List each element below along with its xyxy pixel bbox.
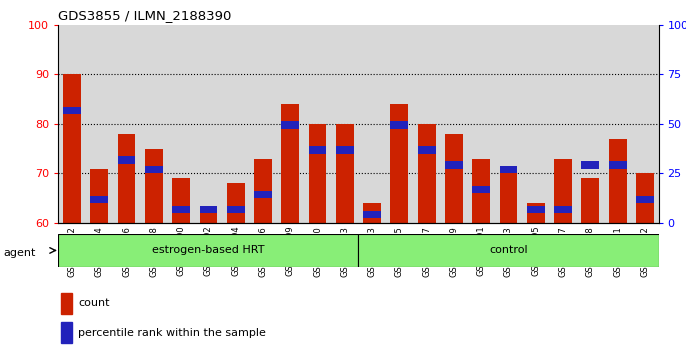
Text: percentile rank within the sample: percentile rank within the sample bbox=[78, 327, 266, 338]
Bar bbox=[249, 25, 276, 223]
Bar bbox=[413, 25, 440, 223]
Bar bbox=[331, 25, 358, 223]
Bar bbox=[582, 161, 599, 169]
Bar bbox=[61, 293, 72, 314]
Bar bbox=[418, 124, 436, 223]
Text: estrogen-based HRT: estrogen-based HRT bbox=[152, 245, 265, 256]
Bar bbox=[549, 25, 577, 223]
Bar bbox=[309, 146, 327, 154]
Bar bbox=[636, 196, 654, 203]
Bar bbox=[386, 25, 413, 223]
Bar bbox=[254, 159, 272, 223]
Bar bbox=[445, 134, 463, 223]
Bar bbox=[254, 191, 272, 198]
Bar bbox=[554, 159, 572, 223]
Bar bbox=[195, 25, 222, 223]
Bar bbox=[608, 161, 626, 169]
Bar bbox=[499, 166, 517, 173]
Bar bbox=[118, 134, 135, 223]
Bar bbox=[140, 25, 167, 223]
Bar bbox=[468, 25, 495, 223]
Bar bbox=[58, 25, 86, 223]
Bar bbox=[527, 203, 545, 223]
Bar bbox=[118, 156, 135, 164]
Bar bbox=[636, 173, 654, 223]
Bar bbox=[363, 211, 381, 218]
Bar bbox=[281, 121, 299, 129]
Bar bbox=[281, 104, 299, 223]
Bar bbox=[200, 208, 217, 223]
Bar bbox=[499, 169, 517, 223]
Text: agent: agent bbox=[3, 248, 36, 258]
Bar bbox=[61, 322, 72, 343]
Bar bbox=[304, 25, 331, 223]
Bar bbox=[473, 159, 490, 223]
Bar bbox=[445, 161, 463, 169]
Text: count: count bbox=[78, 298, 110, 308]
Bar bbox=[145, 149, 163, 223]
Bar bbox=[604, 25, 631, 223]
Bar bbox=[63, 74, 81, 223]
Bar bbox=[227, 206, 244, 213]
Bar bbox=[309, 124, 327, 223]
Bar bbox=[554, 206, 572, 213]
Text: GDS3855 / ILMN_2188390: GDS3855 / ILMN_2188390 bbox=[58, 9, 232, 22]
Bar bbox=[358, 25, 386, 223]
Bar bbox=[608, 139, 626, 223]
Bar bbox=[390, 104, 408, 223]
Bar bbox=[167, 25, 195, 223]
Bar bbox=[145, 166, 163, 173]
Bar bbox=[58, 234, 358, 267]
Bar bbox=[440, 25, 468, 223]
Bar bbox=[495, 25, 522, 223]
Bar bbox=[336, 146, 354, 154]
Bar bbox=[276, 25, 304, 223]
Bar bbox=[473, 186, 490, 193]
Bar bbox=[390, 121, 408, 129]
Bar bbox=[222, 25, 249, 223]
Text: control: control bbox=[489, 245, 528, 256]
Bar bbox=[172, 178, 190, 223]
Bar bbox=[91, 196, 108, 203]
Bar bbox=[631, 25, 659, 223]
Bar bbox=[522, 25, 549, 223]
Bar bbox=[582, 178, 599, 223]
Bar bbox=[527, 206, 545, 213]
Bar bbox=[200, 206, 217, 213]
Bar bbox=[418, 146, 436, 154]
Bar bbox=[336, 124, 354, 223]
Bar bbox=[363, 203, 381, 223]
Bar bbox=[227, 183, 244, 223]
Bar bbox=[172, 206, 190, 213]
Bar bbox=[577, 25, 604, 223]
Bar bbox=[86, 25, 113, 223]
Bar bbox=[113, 25, 140, 223]
Bar bbox=[63, 107, 81, 114]
Bar bbox=[91, 169, 108, 223]
Bar bbox=[358, 234, 659, 267]
